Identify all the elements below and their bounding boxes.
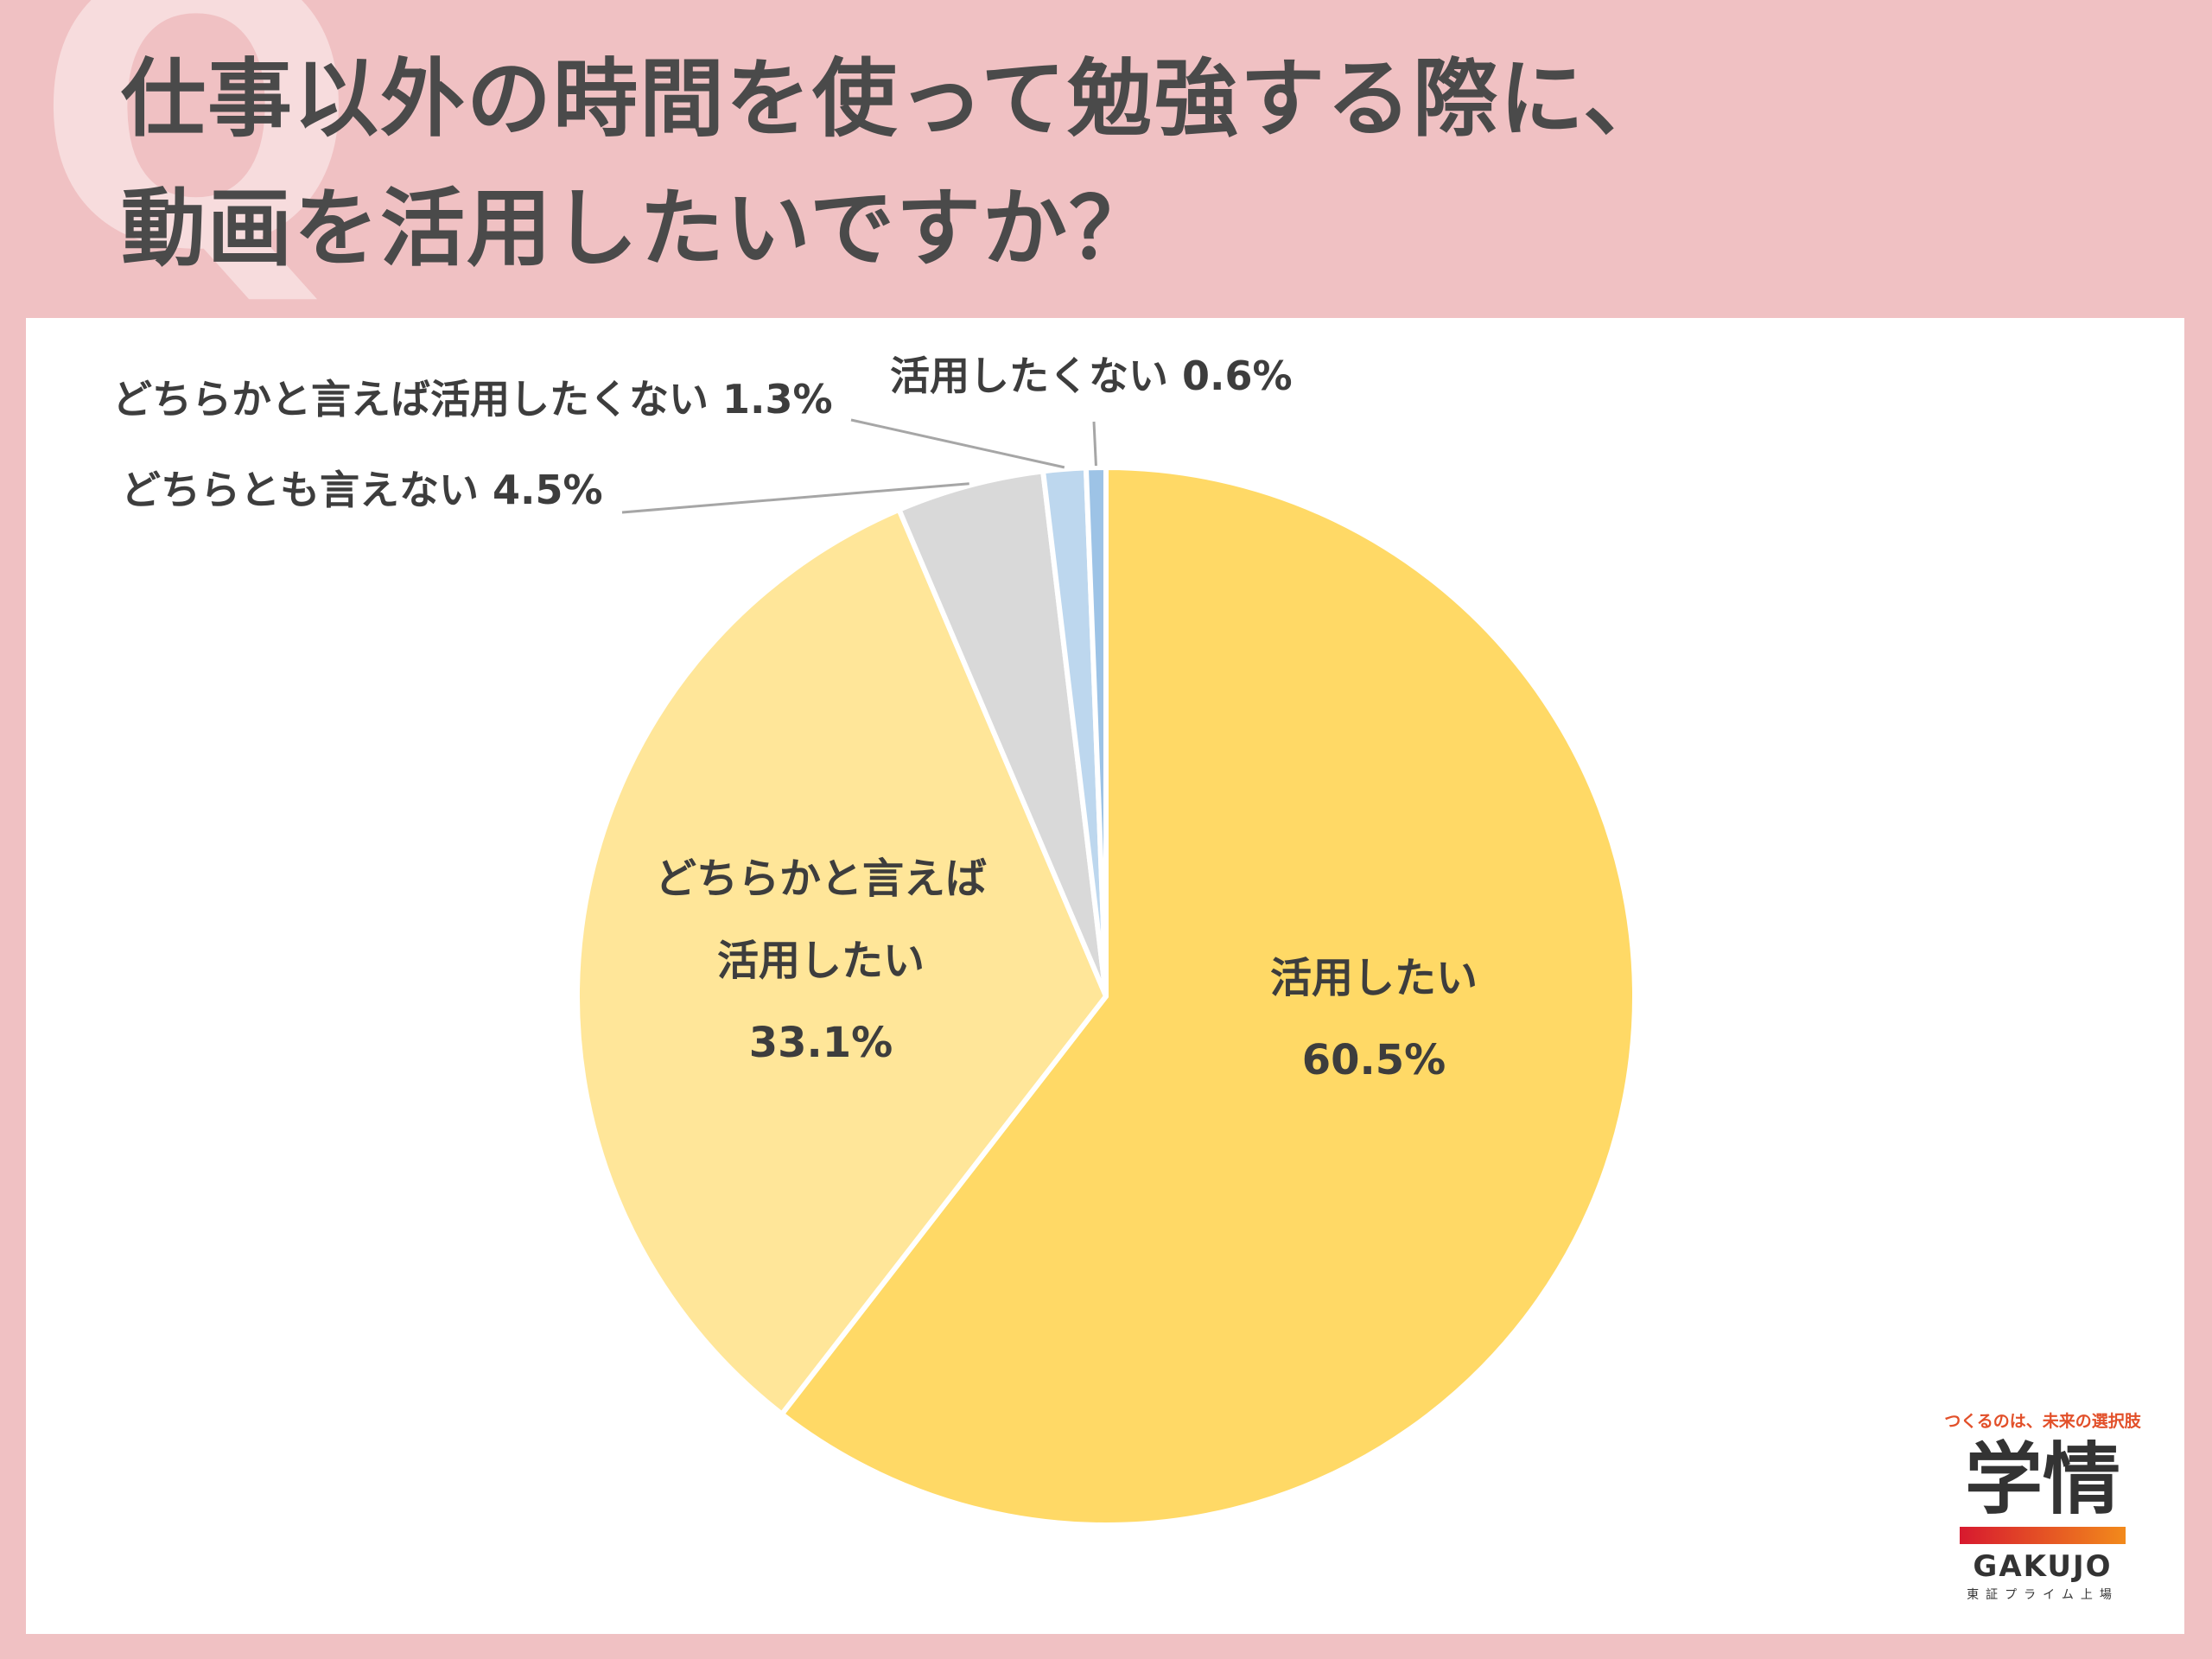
slice-label-0: 活用したい 60.5% — [1270, 954, 1478, 1084]
title-line-2: 動画を活用したいですか？ — [121, 180, 1156, 278]
slice-label-4: 活用したくない 0.6% — [890, 353, 1293, 399]
pie-chart: 活用したい 60.5% どちらかと言えば活用したい 33.1% 活用したくない 0.6%… — [112, 353, 1637, 1528]
slice-label-1: どちらかと言えば活用したい 33.1% — [655, 855, 987, 1067]
leader-line-2 — [621, 482, 969, 514]
logo-tagline: つくるのは、未来の選択肢 — [1944, 1412, 2141, 1431]
pie-slice-4 — [1083, 465, 1109, 999]
page-title: 仕事以外の時間を使って勉強する際に、 動画を活用したいですか？ — [121, 35, 1669, 294]
chart-panel: 活用したい 60.5% どちらかと言えば活用したい 33.1% 活用したくない 0.6%… — [26, 318, 2184, 1634]
leader-line-4 — [1092, 421, 1097, 467]
pie-slice-1 — [575, 506, 1109, 1417]
slice-label-3: どちらかと言えば活用したくない 1.3% — [112, 376, 833, 423]
q-watermark: Q — [35, 0, 359, 334]
slice-label-2: どちらとも言えない 4.5% — [121, 467, 603, 513]
leader-line-3 — [850, 418, 1065, 469]
pie-slice-2 — [896, 468, 1109, 999]
logo-roman: GAKUJO — [1973, 1549, 2113, 1584]
gakujo-logo: つくるのは、未来の選択肢 学情 GAKUJO 東証プライム上場 — [1941, 1408, 2145, 1609]
logo-bar — [1960, 1527, 2126, 1544]
pie-slice-0 — [779, 465, 1637, 1528]
logo-sub: 東証プライム上場 — [1967, 1588, 2119, 1602]
logo-kanji: 学情 — [1965, 1434, 2120, 1525]
title-line-1: 仕事以外の時間を使って勉強する際に、 — [121, 50, 1670, 149]
